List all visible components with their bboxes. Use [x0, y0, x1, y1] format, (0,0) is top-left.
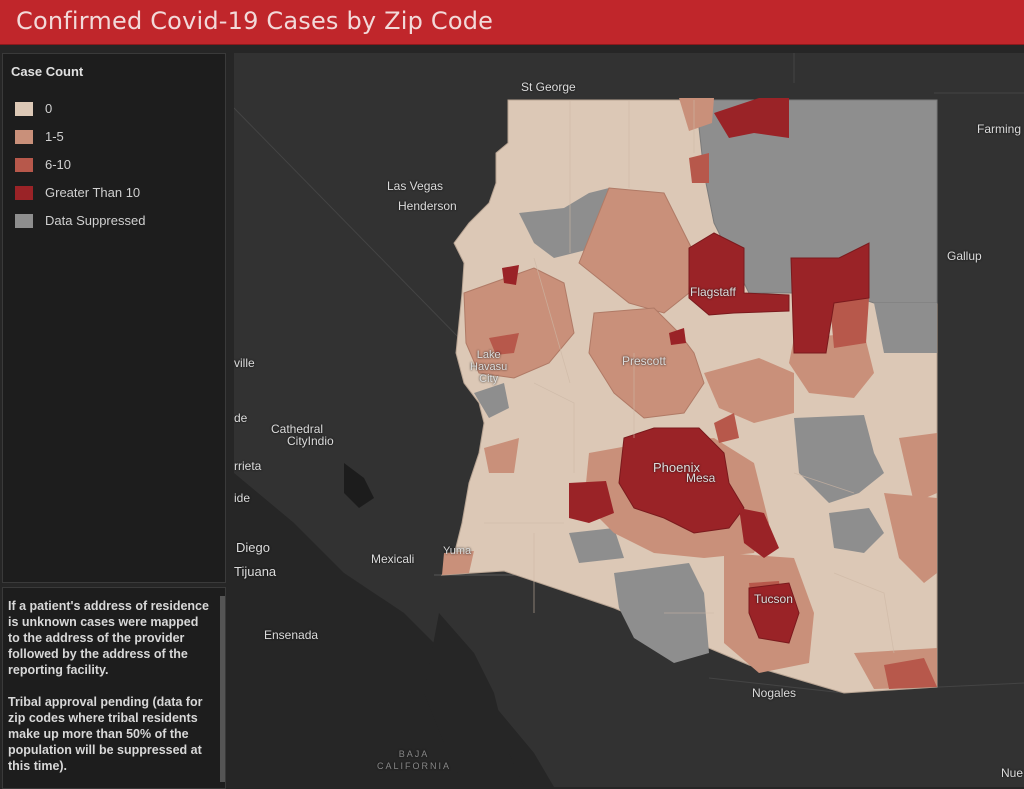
zone-6-10-havasu [489, 333, 519, 355]
zone-1-5-central-east [704, 358, 794, 423]
gulf-area [424, 613, 524, 787]
notes-scrollbar[interactable] [220, 596, 225, 782]
label-tijuana: Tijuana [234, 564, 277, 579]
label-gallup: Gallup [947, 249, 982, 263]
map-canvas [234, 53, 1024, 787]
legend-label-data-suppressed: Data Suppressed [45, 213, 146, 228]
zone-suppressed-sw [569, 528, 624, 563]
legend-label-greater-than-10: Greater Than 10 [45, 185, 141, 200]
legend-swatch-data-suppressed [15, 214, 33, 228]
zone-suppressed-east [874, 303, 937, 353]
label-st-george: St George [521, 80, 576, 94]
label-nue: Nue [1001, 766, 1024, 780]
legend-label-6-10: 6-10 [45, 157, 72, 172]
label-lake-havasu-city: Lake Havasu City [470, 349, 508, 385]
legend-title: Case Count [11, 64, 84, 79]
note-tribal: Tribal approval pending (data for zip co… [8, 695, 203, 773]
label-flagstaff: Flagstaff [690, 285, 736, 299]
zone-6-10-east [829, 293, 869, 348]
legend-label-1-5: 1-5 [45, 129, 64, 144]
label-ville: ville [234, 356, 255, 370]
label-cityindio: CityIndio [287, 434, 334, 448]
map-view[interactable]: St George Farming Las Vegas Henderson Ga… [234, 53, 1024, 787]
zone-gt10-north [714, 98, 789, 138]
zone-suppressed-central-east [794, 415, 884, 503]
zone-6-10-north [689, 153, 709, 183]
zone-gt10-phoenix-west [569, 481, 614, 523]
zone-1-5-west [484, 438, 519, 473]
zone-gt10-phoenix [618, 427, 745, 534]
label-henderson: Henderson [398, 199, 457, 213]
label-mesa: Mesa [686, 471, 716, 485]
zone-suppressed-south [614, 563, 709, 663]
zone-gt10-phoenix-se [739, 508, 779, 558]
legend-swatch-greater-than-10 [15, 186, 33, 200]
label-ide: ide [234, 491, 251, 505]
label-diego: Diego [236, 540, 270, 555]
zone-gt10-northeast [790, 242, 870, 354]
label-las-vegas: Las Vegas [387, 179, 444, 193]
legend-swatch-1-5 [15, 130, 33, 144]
salton-sea [344, 463, 374, 508]
label-baja-california: BAJA CALIFORNIA [377, 749, 452, 771]
legend-swatch-0 [15, 102, 33, 116]
legend-label-0: 0 [45, 101, 53, 116]
zone-suppressed-se [829, 508, 884, 553]
zone-1-5-yuma [442, 551, 474, 575]
label-yuma: Yuma [443, 545, 472, 557]
zone-gt10-tucson [748, 582, 800, 644]
label-tucson: Tucson [754, 592, 793, 606]
zone-1-5-northeast [679, 98, 714, 131]
page-title: Confirmed Covid-19 Cases by Zip Code [16, 7, 494, 35]
label-nogales: Nogales [752, 686, 797, 700]
zone-gt10-nw [502, 265, 519, 285]
notes-panel[interactable]: If a patient's address of residence is u… [2, 587, 226, 789]
legend-panel: Case Count 0 1-5 6-10 Greater Than 10 Da… [2, 53, 226, 583]
label-prescott: Prescott [622, 354, 667, 368]
label-de: de [234, 411, 248, 425]
zone-gt10-flagstaff [688, 232, 790, 316]
zone-1-5-far-east [899, 433, 937, 503]
label-cathedral: Cathedral [271, 422, 324, 436]
zone-1-5-southeast [884, 493, 937, 583]
zone-gt10-prescott-n [669, 328, 686, 345]
label-rrieta: rrieta [234, 459, 262, 473]
label-phoenix: Phoenix [653, 460, 700, 475]
legend-swatch-6-10 [15, 158, 33, 172]
note-address: If a patient's address of residence is u… [8, 599, 209, 677]
title-bar: Confirmed Covid-19 Cases by Zip Code [0, 0, 1024, 45]
zone-6-10-phoenix-se [714, 413, 739, 443]
zone-1-5-northcentral [578, 187, 695, 314]
zone-suppressed-west [474, 383, 509, 418]
zone-1-5-northwest [463, 267, 575, 379]
zone-6-10-south [884, 658, 937, 689]
label-mexicali: Mexicali [371, 552, 415, 566]
label-farming: Farming [977, 122, 1022, 136]
label-ensenada: Ensenada [264, 628, 319, 642]
